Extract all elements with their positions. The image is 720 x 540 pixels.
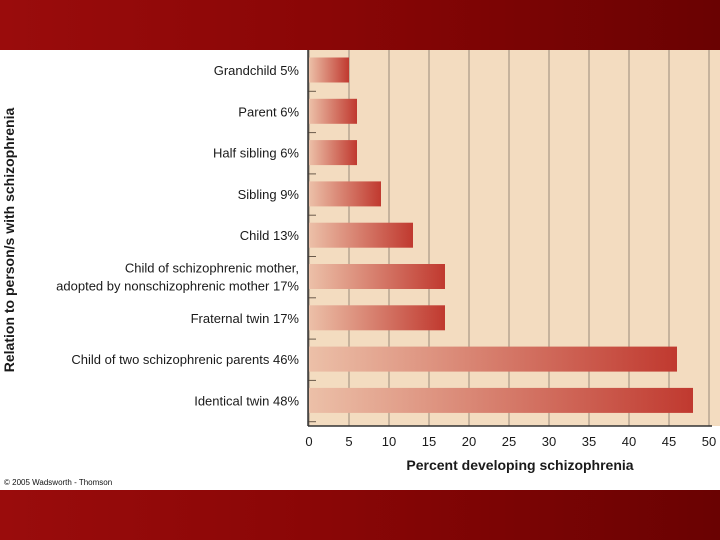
x-tick-label: 5 — [345, 434, 352, 449]
category-label: adopted by nonschizophrenic mother 17% — [56, 279, 299, 294]
x-tick-label: 10 — [382, 434, 396, 449]
bar — [309, 387, 693, 413]
x-tick-label: 45 — [662, 434, 676, 449]
x-tick-label: 40 — [622, 434, 636, 449]
category-label: Half sibling 6% — [213, 146, 299, 161]
copyright-notice: © 2005 Wadsworth - Thomson — [4, 478, 113, 487]
x-tick-label: 30 — [542, 434, 556, 449]
y-axis-title: Relation to person/s with schizophrenia — [1, 108, 17, 373]
x-tick-label: 50 — [702, 434, 716, 449]
category-label: Sibling 9% — [238, 187, 300, 202]
x-tick-label: 25 — [502, 434, 516, 449]
bar — [309, 346, 677, 372]
category-label: Child 13% — [240, 228, 300, 243]
bar — [309, 140, 357, 166]
bar — [309, 57, 349, 83]
bottom-band — [0, 490, 720, 540]
category-label: Fraternal twin 17% — [191, 311, 300, 326]
top-band — [0, 0, 720, 50]
category-label: Grandchild 5% — [214, 63, 300, 78]
category-labels: Grandchild 5% Parent 6% Half sibling 6% Sib… — [56, 63, 299, 408]
category-label: Parent 6% — [238, 104, 299, 119]
x-tick-label: 0 — [305, 434, 312, 449]
bar — [309, 305, 445, 331]
bar — [309, 264, 445, 289]
category-label: Child of two schizophrenic parents 46% — [71, 352, 299, 367]
bar-chart: Grandchild 5% Parent 6% Half sibling 6% Sib… — [1, 50, 720, 473]
x-tick-labels: 0 5 10 15 20 25 30 35 40 45 50 — [305, 434, 716, 449]
category-label: Identical twin 48% — [194, 393, 299, 408]
category-label: Child of schizophrenic mother, — [125, 261, 299, 276]
bars — [309, 57, 693, 413]
bar — [309, 98, 357, 124]
bar — [309, 181, 381, 207]
x-tick-label: 35 — [582, 434, 596, 449]
bar — [309, 222, 413, 248]
x-tick-label: 15 — [422, 434, 436, 449]
x-axis-title: Percent developing schizophrenia — [406, 457, 633, 473]
x-tick-label: 20 — [462, 434, 476, 449]
